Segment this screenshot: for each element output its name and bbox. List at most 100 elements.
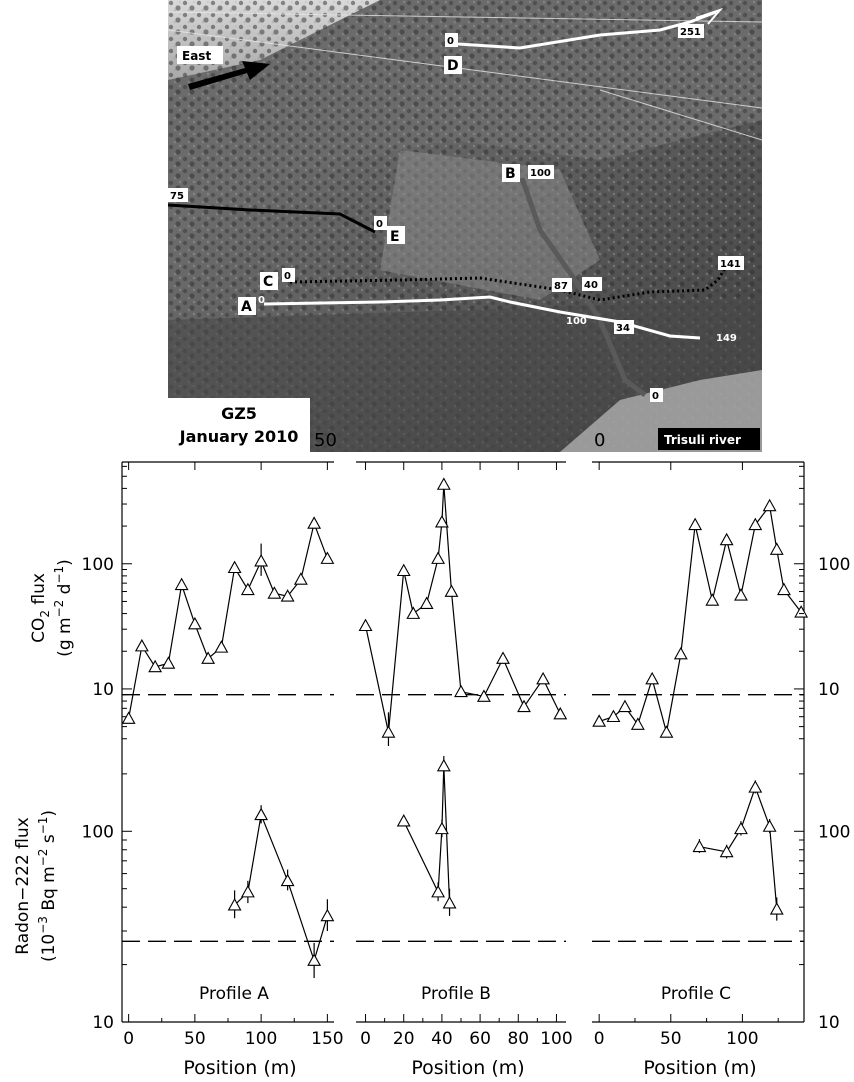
panel-b-co2-point-2 — [396, 563, 411, 577]
radon-ytick-label-right-0: 10 — [818, 1013, 840, 1033]
c-start-marker: 0 — [284, 271, 291, 282]
panel-a-xtick-label-0: 0 — [123, 1029, 134, 1049]
panel-c-co2-point-0 — [592, 714, 607, 727]
panel-c-co2-point-4 — [645, 671, 660, 685]
site-label-box — [168, 398, 310, 452]
d-start-box — [445, 33, 458, 47]
panel-c-co2-series-line — [598, 504, 802, 733]
b-end-box — [650, 388, 663, 402]
panel-a-co2-point-12 — [280, 589, 295, 602]
e-end-box — [374, 216, 387, 230]
panel-c-xtick-label-2: 100 — [726, 1029, 758, 1049]
panel-b-co2-point-6 — [434, 515, 449, 528]
panel-b-radon-series-line — [403, 765, 451, 904]
panel-b-radon-point-0 — [396, 814, 411, 827]
b-87-marker: 87 — [554, 281, 568, 292]
a-end-marker: 149 — [716, 333, 737, 344]
d-end-marker: 251 — [680, 27, 701, 38]
panel-b-co2-point-3 — [406, 606, 421, 619]
panel-a-xtick-label-1: 50 — [184, 1029, 206, 1049]
terrace-slope — [380, 150, 600, 300]
overlay-0: 0 — [594, 430, 605, 451]
panel-c-co2-point-5 — [659, 725, 674, 738]
east-label: East — [182, 49, 211, 63]
panel-c-co2-point-9 — [719, 532, 734, 546]
panel-b-co2-point-9 — [454, 684, 468, 698]
panel-b-radon-point-2 — [434, 821, 449, 835]
panel-c-co2-point-2 — [618, 699, 632, 713]
panel-c-radon-point-2 — [734, 821, 748, 835]
profile-c-letter: C — [263, 274, 273, 290]
panel-c-radon-series-line — [699, 785, 778, 910]
c-end-box — [718, 256, 744, 270]
b-letter-box — [502, 164, 520, 182]
panel-a-co2-point-4 — [174, 577, 189, 591]
c-end-marker: 141 — [720, 259, 741, 270]
panel-c-radon-point-5 — [769, 902, 784, 915]
power-lines — [168, 11, 762, 141]
panel-c-co2-point-14 — [777, 582, 791, 596]
panel-b-co2-point-12 — [517, 699, 531, 713]
panel-a-co2-point-5 — [187, 616, 202, 630]
panel-b-co2-point-0 — [358, 618, 373, 632]
co2-ytick-label-right-0: 10 — [818, 680, 840, 700]
co2-axis-label-line2: (g m−2 d−1) — [52, 559, 75, 657]
panel-c-co2-point-15 — [794, 605, 809, 618]
panel-a-co2-point-0 — [121, 711, 136, 724]
d-letter-box — [444, 56, 462, 74]
profile-c-line — [289, 267, 727, 302]
river-label: Trisuli river — [664, 433, 741, 447]
profile-a-line — [263, 295, 701, 340]
profile-b-letter: B — [505, 166, 516, 182]
panel-c-co2-point-1 — [606, 709, 621, 723]
east-label-box — [177, 46, 223, 64]
panel-a-co2-point-9 — [240, 582, 255, 596]
a-start-marker: 0 — [258, 295, 265, 306]
panel-c-co2-point-6 — [673, 646, 688, 660]
x-axis-label-c: Position (m) — [643, 1057, 756, 1079]
panel-a-radon-point-4 — [307, 953, 322, 966]
panel-c-co2-point-10 — [734, 588, 748, 601]
date-label: January 2010 — [179, 427, 299, 446]
panel-b-co2-point-4 — [419, 596, 434, 610]
chart-marks: 0 50 100 150 0 20 40 60 80 100 0 50 100 10 10 100 100 10 1… — [82, 461, 850, 1049]
panel-c-co2-point-8 — [705, 593, 720, 606]
site-label: GZ5 — [221, 404, 257, 423]
a-100-marker: 100 — [566, 316, 587, 327]
panel-a-co2-point-10 — [254, 553, 269, 567]
panel-b-co2-point-8 — [444, 584, 459, 597]
c-letter-box — [260, 272, 278, 290]
d-end-box — [678, 24, 704, 38]
panel-b-xtick-label-2: 40 — [431, 1029, 453, 1049]
co2-ytick-label-right-1: 100 — [818, 555, 850, 575]
panel-a-radon-point-0 — [227, 897, 242, 911]
profile-d-arrow — [695, 7, 724, 25]
panel-c-co2-point-7 — [688, 517, 703, 531]
profile-e-line — [168, 203, 376, 234]
panel-b-co2-point-14 — [553, 706, 568, 720]
b-start-box — [528, 165, 554, 179]
co2-ytick-label-left-1: 100 — [82, 555, 114, 575]
panel-b-radon-point-3 — [436, 758, 451, 772]
panel-b-co2-point-10 — [476, 689, 491, 702]
profile-name-a: Profile A — [199, 984, 269, 1004]
panel-a-xtick-label-3: 150 — [311, 1029, 343, 1049]
panel-b-co2-point-13 — [536, 671, 551, 685]
panel-b-xtick-label-4: 80 — [507, 1029, 529, 1049]
panel-c-radon-point-0 — [692, 839, 707, 853]
x-axis-label-b: Position (m) — [411, 1057, 524, 1079]
b-40-box — [582, 277, 602, 291]
panel-b-co2-point-7 — [436, 477, 451, 490]
overlay-50: 50 — [314, 430, 337, 451]
c-start-box — [282, 268, 295, 282]
b-87-box — [552, 278, 572, 292]
panel-c-radon-point-4 — [762, 819, 777, 832]
a-letter-box — [238, 297, 256, 315]
panel-b-co2-point-1 — [381, 725, 396, 738]
co2-axis-label-line1: CO2 flux — [29, 573, 52, 643]
panel-c-co2-point-12 — [762, 498, 777, 512]
profile-d-line — [457, 10, 717, 50]
panel-c-co2-point-3 — [630, 717, 645, 730]
panel-b-radon-point-4 — [442, 896, 457, 909]
panel-b-xtick-label-3: 60 — [469, 1029, 491, 1049]
